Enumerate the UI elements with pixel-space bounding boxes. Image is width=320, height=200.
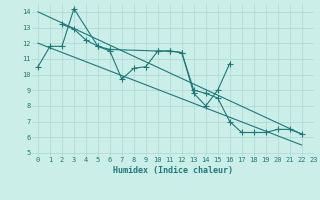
X-axis label: Humidex (Indice chaleur): Humidex (Indice chaleur) [113,166,233,175]
